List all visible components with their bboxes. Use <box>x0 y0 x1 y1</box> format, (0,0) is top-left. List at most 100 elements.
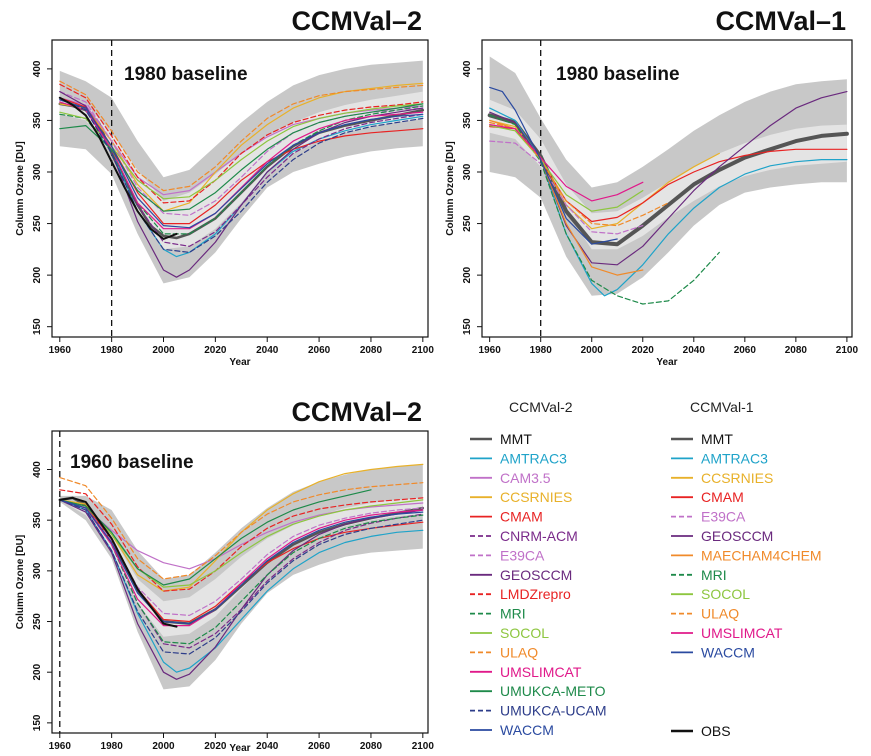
baseline-annotation: 1980 baseline <box>556 64 680 85</box>
series-line-waccm <box>59 99 424 229</box>
x-axis-label: Year <box>229 743 250 754</box>
legend-label-obs: OBS <box>701 723 731 739</box>
series-line-umslimcat <box>59 499 424 627</box>
legend-label-cam3-5: CAM3.5 <box>500 470 551 486</box>
series-line-e39ca <box>59 499 424 617</box>
x-tick-label: 2020 <box>204 345 227 356</box>
legend-label-mri: MRI <box>500 606 526 622</box>
legend-label-amtrac3: AMTRAC3 <box>701 450 768 466</box>
legend-label-amtrac3: AMTRAC3 <box>500 450 567 466</box>
legend-label-ulaq: ULAQ <box>701 606 739 622</box>
x-tick-label: 2100 <box>412 741 435 752</box>
series-line-lmdzrepro <box>59 489 424 592</box>
y-tick-label: 400 <box>462 60 473 77</box>
series-line-mri <box>59 105 424 235</box>
y-axis-label: Column Ozone [DU] <box>15 535 26 629</box>
x-tick-label: 2080 <box>785 345 808 356</box>
y-tick-label: 200 <box>32 663 43 680</box>
y-tick-label: 150 <box>32 318 43 335</box>
plot-area: 1980 baseline 1960 1980 2000 2020 2040 2060 208… <box>15 39 435 368</box>
legend-label-maecham4chem: MAECHAM4CHEM <box>701 547 822 563</box>
legend-label-mmt: MMT <box>701 431 733 447</box>
x-tick-label: 1980 <box>101 741 124 752</box>
x-tick-label: 2080 <box>360 345 383 356</box>
legend-label-umslimcat: UMSLIMCAT <box>500 664 582 680</box>
y-tick-label: 250 <box>32 215 43 232</box>
x-tick-label: 2000 <box>152 741 175 752</box>
y-tick-label: 250 <box>462 215 473 232</box>
series-line-amtrac3 <box>59 99 424 258</box>
panel-ccmval2-1980: CCMVal–2 1980 baseline 1960 1980 2000 2020 20… <box>15 6 434 368</box>
legend-column-ccmval1: MMT AMTRAC3 CCSRNIES CMAM E39CA GEOSCCM MAECHA… <box>671 431 822 660</box>
series-line-socol <box>489 124 644 212</box>
series-line-lmdzrepro <box>59 83 424 204</box>
x-tick-label: 1980 <box>101 345 124 356</box>
x-tick-label: 2040 <box>256 741 279 752</box>
legend-label-ccsrnies: CCSRNIES <box>701 470 773 486</box>
x-tick-label: 2080 <box>360 741 383 752</box>
panel-title: CCMVal–1 <box>715 6 846 36</box>
x-tick-label: 2100 <box>412 345 435 356</box>
legend: CCMVal-2 CCMVal-1 MMT AMTRAC3 CAM3.5 CCSRNI… <box>470 399 822 739</box>
y-tick-label: 350 <box>462 112 473 129</box>
legend-label-umukca-meto: UMUKCA-METO <box>500 683 606 699</box>
x-tick-label: 2000 <box>152 345 175 356</box>
legend-label-ulaq: ULAQ <box>500 644 538 660</box>
x-tick-label: 1960 <box>49 345 72 356</box>
legend-label-umukca-ucam: UMUKCA-UCAM <box>500 703 607 719</box>
x-tick-label: 2000 <box>581 345 604 356</box>
y-tick-label: 400 <box>32 461 43 478</box>
legend-label-socol: SOCOL <box>701 586 750 602</box>
panel-title: CCMVal–2 <box>291 397 422 427</box>
series-line-socol <box>59 103 424 200</box>
series-line-umslimcat <box>489 123 644 202</box>
x-tick-label: 1980 <box>530 345 553 356</box>
series-line-umukca-ucam <box>59 499 424 655</box>
legend-label-cmam: CMAM <box>500 509 543 525</box>
x-tick-label: 2060 <box>734 345 757 356</box>
legend-label-geosccm: GEOSCCM <box>500 567 572 583</box>
y-tick-label: 200 <box>462 266 473 283</box>
series-line-umukca-ucam <box>59 97 424 253</box>
panel-ccmval1-1980: CCMVal–1 1980 baseline 1960 1980 2000 2020 20… <box>445 6 858 368</box>
legend-label-geosccm: GEOSCCM <box>701 528 773 544</box>
plot-frame <box>481 39 853 338</box>
series-line-waccm <box>489 86 618 245</box>
panel-title: CCMVal–2 <box>291 6 422 36</box>
legend-label-e39ca: E39CA <box>500 547 545 563</box>
legend-label-mri: MRI <box>701 567 727 583</box>
y-tick-label: 400 <box>32 60 43 77</box>
series-line-geosccm <box>59 499 424 680</box>
legend-label-cnrm-acm: CNRM-ACM <box>500 528 578 544</box>
x-tick-label: 1960 <box>49 741 72 752</box>
legend-header-ccmval1: CCMVal-1 <box>690 399 754 415</box>
legend-label-umslimcat: UMSLIMCAT <box>701 625 783 641</box>
legend-label-e39ca: E39CA <box>701 509 746 525</box>
legend-label-ccsrnies: CCSRNIES <box>500 489 572 505</box>
x-tick-label: 2060 <box>308 345 331 356</box>
plot-frame <box>51 430 429 734</box>
series-line-obs <box>58 96 178 240</box>
envelope-inner <box>59 497 423 637</box>
y-tick-label: 300 <box>462 163 473 180</box>
series-line-waccm <box>59 499 424 625</box>
legend-label-socol: SOCOL <box>500 625 549 641</box>
y-tick-label: 350 <box>32 511 43 528</box>
y-tick-label: 150 <box>462 318 473 335</box>
series-line-umukca-meto <box>59 489 372 586</box>
plot-frame <box>51 39 429 338</box>
x-tick-label: 2020 <box>204 741 227 752</box>
plot-area: 1960 baseline 1960 1980 2000 2020 2040 2060 208… <box>15 430 435 754</box>
series-line-obs <box>58 496 178 628</box>
y-tick-label: 200 <box>32 266 43 283</box>
series-line-cam3-5 <box>59 499 424 570</box>
x-tick-label: 2100 <box>836 345 859 356</box>
x-tick-label: 2020 <box>632 345 655 356</box>
y-axis-label: Column Ozone [DU] <box>445 141 456 235</box>
x-tick-label: 2040 <box>256 345 279 356</box>
series-line-ulaq <box>59 80 424 192</box>
legend-label-waccm: WACCM <box>500 722 554 738</box>
series-line-e39ca <box>489 140 644 235</box>
legend-label-mmt: MMT <box>500 431 532 447</box>
